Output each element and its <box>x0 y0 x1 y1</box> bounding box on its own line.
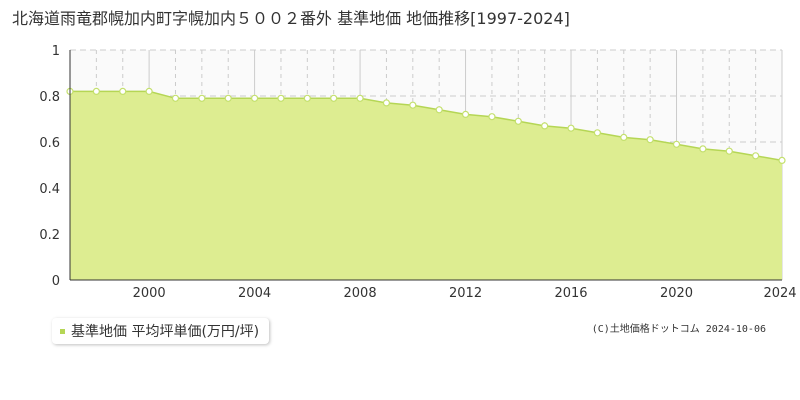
data-point-2024[interactable] <box>778 156 786 164</box>
x-tick-label-2012: 2012 <box>449 286 482 301</box>
data-point-2000[interactable] <box>145 87 153 96</box>
data-point-2023[interactable] <box>752 152 760 160</box>
data-point-2007[interactable] <box>330 94 338 102</box>
data-point-2002[interactable] <box>198 94 206 102</box>
data-point-2004[interactable] <box>250 94 259 102</box>
x-tick-label-2008: 2008 <box>344 286 377 301</box>
x-tick-labels: 2000 2004 2008 2012 2016 2020 2024 <box>133 286 797 301</box>
data-point-2015[interactable] <box>541 122 549 130</box>
data-point-1998[interactable] <box>92 87 100 96</box>
data-point-2020[interactable] <box>672 140 681 148</box>
x-tick-label-2000: 2000 <box>133 286 166 301</box>
legend: 基準地価 平均坪単価(万円/坪) <box>52 318 270 344</box>
data-point-2018[interactable] <box>620 133 628 141</box>
data-point-2009[interactable] <box>382 99 391 107</box>
copyright: (C)土地価格ドットコム 2024-10-06 <box>591 324 766 335</box>
y-tick-label-1: 1 <box>52 44 60 59</box>
data-point-2010[interactable] <box>409 101 417 109</box>
data-point-1999[interactable] <box>119 87 127 96</box>
x-tick-label-2004: 2004 <box>238 286 271 301</box>
y-tick-label-0.2: 0.2 <box>39 228 60 243</box>
y-tick-labels: 0 0.2 0.4 0.6 0.8 1 <box>39 44 60 289</box>
data-point-2013[interactable] <box>488 113 496 121</box>
data-point-2022[interactable] <box>725 147 733 155</box>
data-point-2001[interactable] <box>171 94 180 102</box>
series-area-fill <box>70 91 782 281</box>
data-point-2014[interactable] <box>514 117 522 125</box>
data-point-2019[interactable] <box>646 136 654 144</box>
y-tick-label-0: 0 <box>52 274 60 289</box>
data-point-2005[interactable] <box>277 94 285 102</box>
data-point-2003[interactable] <box>224 94 232 102</box>
series-line <box>70 90 783 162</box>
x-tick-label-2024: 2024 <box>763 286 796 301</box>
y-tick-label-0.8: 0.8 <box>39 90 60 105</box>
y-tick-label-0.4: 0.4 <box>39 182 60 197</box>
y-tick-label-0.6: 0.6 <box>39 136 60 151</box>
data-point-2006[interactable] <box>303 94 311 102</box>
data-point-2012[interactable] <box>461 110 470 119</box>
x-tick-label-2020: 2020 <box>660 286 693 301</box>
legend-label: 基準地価 平均坪単価(万円/坪) <box>71 324 260 340</box>
data-point-2011[interactable] <box>435 106 443 114</box>
legend-marker <box>60 328 65 334</box>
x-tick-label-2016: 2016 <box>554 286 587 301</box>
data-point-2021[interactable] <box>699 145 707 153</box>
data-point-2008[interactable] <box>356 94 364 102</box>
data-point-2017[interactable] <box>593 129 602 137</box>
axes <box>69 50 782 281</box>
chart-title: 北海道雨竜郡幌加内町字幌加内５００２番外 基準地価 地価推移[1997-2024… <box>12 9 570 28</box>
data-point-2016[interactable] <box>567 124 575 132</box>
